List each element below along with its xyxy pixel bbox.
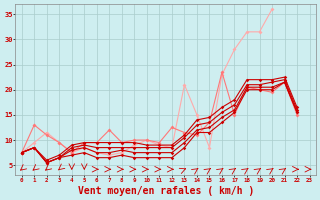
X-axis label: Vent moyen/en rafales ( km/h ): Vent moyen/en rafales ( km/h )	[77, 186, 254, 196]
